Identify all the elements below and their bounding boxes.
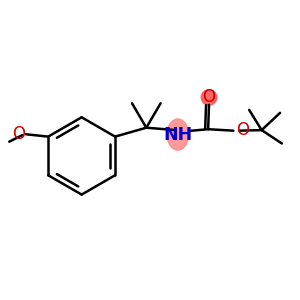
Text: O: O [236, 121, 249, 139]
Ellipse shape [167, 119, 188, 150]
Text: O: O [202, 88, 215, 106]
Circle shape [201, 90, 217, 105]
Text: NH: NH [163, 125, 192, 143]
Text: O: O [12, 125, 25, 143]
